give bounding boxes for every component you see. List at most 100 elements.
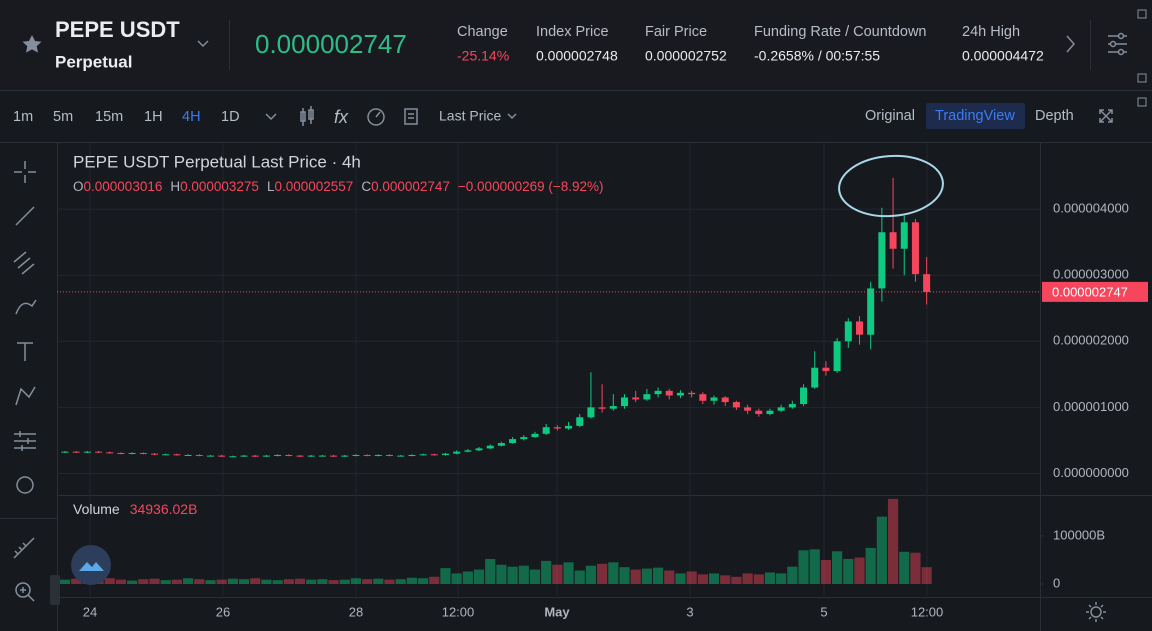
volume-bar	[250, 578, 261, 584]
volume-bar	[496, 564, 507, 584]
volume-bar	[294, 578, 306, 584]
candle-body	[777, 407, 785, 411]
fullscreen-icon[interactable]	[1099, 109, 1113, 123]
symbol-dropdown[interactable]	[197, 40, 209, 48]
candle-body	[106, 452, 114, 454]
volume-bar	[652, 567, 664, 584]
volume-bar	[742, 573, 753, 584]
scroll-right[interactable]	[1066, 35, 1075, 53]
candle-body	[643, 394, 651, 400]
trendline-tool[interactable]	[15, 206, 35, 226]
y-tick-label: 0.000003000	[1053, 267, 1129, 282]
window-icon[interactable]	[1137, 73, 1147, 83]
volume-bar	[507, 566, 518, 584]
symbol: PEPE USDT	[55, 17, 180, 42]
volume-bar	[798, 550, 809, 584]
volume-bar	[373, 578, 384, 584]
price-type[interactable]: Last Price	[439, 108, 501, 124]
ohlc-key: C	[361, 179, 371, 194]
volume-bar	[127, 580, 138, 584]
ohlc-value: 0.000002557	[274, 179, 353, 194]
candle-body	[609, 406, 617, 409]
volume-bar	[574, 570, 585, 584]
candle-body	[318, 455, 326, 457]
brush-tool[interactable]	[15, 299, 37, 315]
stat-value: -0.2658% / 00:57:55	[754, 48, 880, 64]
ohlc-value: 0.000002747	[371, 179, 450, 194]
candle-body	[139, 452, 147, 454]
interval-tab[interactable]: 5m	[53, 109, 73, 125]
volume-bar	[59, 579, 71, 584]
favorite-star[interactable]	[22, 35, 42, 53]
candle-body	[755, 410, 763, 414]
view-tab[interactable]: Depth	[1035, 108, 1074, 124]
contract-type: Perpetual	[55, 52, 132, 71]
candle-body	[911, 222, 919, 275]
ruler-tool[interactable]	[13, 537, 35, 559]
candle-body	[542, 427, 550, 434]
measure-tool[interactable]	[14, 431, 36, 451]
volume-bar	[720, 575, 731, 584]
settings-gauge-icon[interactable]	[367, 108, 385, 126]
text-tool[interactable]	[17, 342, 33, 361]
candle-body	[744, 407, 752, 411]
candle-body	[352, 454, 360, 456]
interval-tab[interactable]: 4H	[182, 109, 201, 125]
time-axis-settings[interactable]	[1086, 602, 1106, 622]
last-price-tag	[1042, 281, 1148, 302]
template-icon[interactable]	[404, 108, 418, 125]
interval-tab[interactable]: 1D	[221, 109, 240, 125]
candle-type-icon[interactable]	[300, 106, 314, 126]
candle-body	[453, 451, 461, 454]
stat-value: -25.14%	[457, 48, 509, 64]
candle-body	[598, 407, 606, 409]
view-tabs: Original TradingView Depth	[865, 108, 1074, 124]
volume-bar	[462, 571, 473, 584]
x-tick-label: 12:00	[911, 604, 944, 619]
candle-body	[206, 455, 214, 457]
candle-body	[274, 454, 282, 456]
volume-bar	[630, 569, 641, 584]
window-icon[interactable]	[1137, 97, 1147, 107]
volume-bar	[518, 565, 529, 584]
candle-body	[251, 455, 259, 457]
candle-body	[654, 390, 662, 395]
interval-dropdown[interactable]	[265, 113, 277, 121]
volume-bar	[104, 578, 115, 584]
volume-bar	[451, 573, 462, 584]
volume-bar	[71, 578, 82, 584]
view-tab[interactable]: TradingView	[935, 108, 1015, 124]
indicators-icon[interactable]: fx	[334, 107, 349, 127]
candle-body	[218, 455, 226, 457]
interval-tab[interactable]: 1m	[13, 109, 33, 125]
interval-tabs: 1m 5m 15m 1H 4H 1D	[13, 109, 240, 125]
sidebar-collapse[interactable]	[50, 575, 60, 605]
window-icon[interactable]	[1137, 9, 1147, 19]
settings-icon[interactable]	[1108, 32, 1127, 56]
emoji-tool[interactable]	[16, 476, 34, 494]
volume-bar	[809, 549, 820, 584]
candle-body	[632, 397, 640, 400]
candle-body	[72, 451, 80, 453]
volume-bar	[921, 567, 932, 584]
fib-tool[interactable]	[13, 251, 35, 275]
zoom-tool[interactable]	[15, 582, 31, 598]
volume-bar	[585, 565, 597, 584]
y-tick-label: 0.000001000	[1053, 399, 1129, 414]
volume-bar	[350, 578, 362, 584]
volume-bar	[686, 571, 697, 584]
volume-bar	[417, 578, 429, 584]
interval-tab[interactable]: 1H	[144, 109, 163, 125]
crosshair-tool[interactable]	[14, 161, 36, 183]
view-tab[interactable]: Original	[865, 108, 915, 124]
tv-logo[interactable]	[71, 545, 111, 585]
volume-bar	[429, 576, 440, 584]
candle-body	[800, 387, 808, 405]
pattern-tool[interactable]	[15, 386, 36, 406]
price-type-dropdown[interactable]	[507, 113, 517, 120]
x-tick-label: 12:00	[442, 604, 475, 619]
candle-body	[117, 452, 125, 454]
interval-tab[interactable]: 15m	[95, 109, 123, 125]
